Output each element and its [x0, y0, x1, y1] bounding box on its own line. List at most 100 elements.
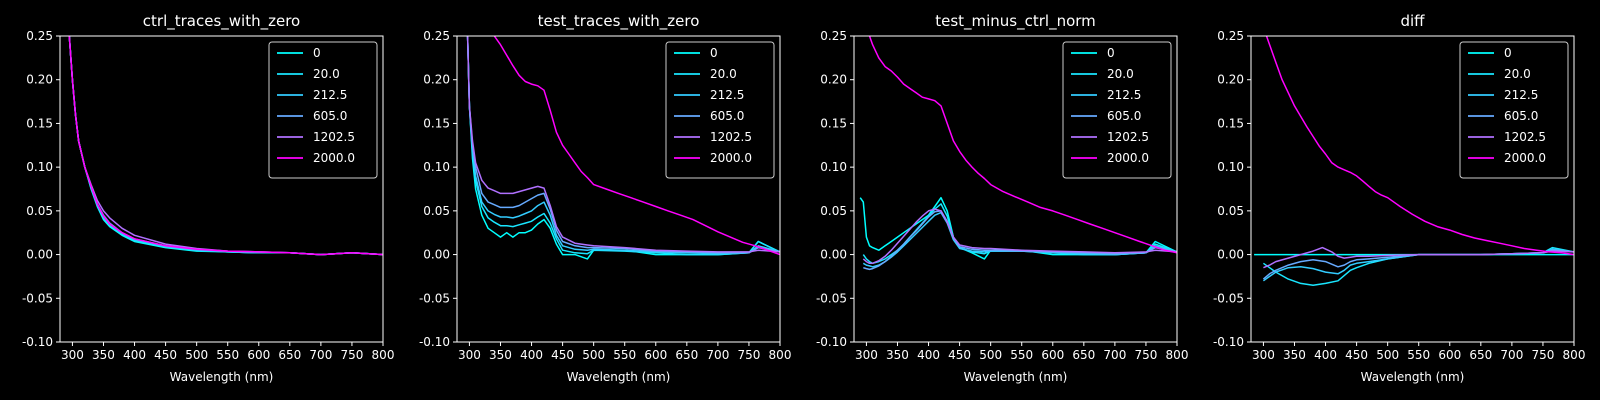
- legend: 0 20.0 212.5 605.0 1202.5 2000.0: [665, 41, 775, 179]
- y-tick-label: -0.10: [816, 335, 847, 349]
- series-line-2000-0: [68, 36, 383, 256]
- chart-panel: test_minus_ctrl_norm 300 350 400 450 500 550 60…: [816, 12, 1189, 384]
- legend-label: 0: [1504, 46, 1512, 60]
- y-tick-label: 0.15: [423, 116, 450, 130]
- x-tick-label: 750: [340, 348, 363, 362]
- x-tick-label: 400: [1314, 348, 1337, 362]
- legend-label: 0: [1107, 46, 1115, 60]
- legend-label: 605.0: [710, 109, 744, 123]
- series-line-1202-5: [862, 208, 1177, 265]
- y-tick-label: 0.25: [26, 29, 53, 43]
- x-tick-label: 450: [1345, 348, 1368, 362]
- series-line-1202-5: [466, 36, 780, 253]
- x-tick-label: 750: [1531, 348, 1554, 362]
- plot-frame: [456, 35, 781, 343]
- chart-title: ctrl_traces_with_zero: [143, 12, 300, 31]
- y-tick-label: -0.05: [22, 291, 53, 305]
- series-line-0: [859, 196, 1177, 260]
- x-tick-label: 300: [458, 348, 481, 362]
- series-group: [1254, 36, 1574, 286]
- chart-panel: ctrl_traces_with_zero 300 350 400 450 500 550 6…: [22, 12, 395, 384]
- x-axis-label: Wavelength (nm): [1361, 370, 1465, 384]
- series-line-2000-0: [868, 36, 1177, 254]
- series-line-212-5: [466, 36, 780, 255]
- x-tick-label: 750: [737, 348, 760, 362]
- y-tick-label: 0.00: [423, 248, 450, 262]
- y-tick-label: -0.05: [419, 291, 450, 305]
- x-tick-label: 300: [61, 348, 84, 362]
- x-tick-label: 550: [613, 348, 636, 362]
- plot-frame: [853, 35, 1178, 343]
- x-tick-label: 450: [948, 348, 971, 362]
- chart-panel: diff 300 350 400 450 500 550 600 650 700 750 800 -0.…: [1213, 12, 1586, 384]
- x-tick-label: 350: [886, 348, 909, 362]
- y-tick-label: 0.15: [26, 116, 53, 130]
- legend-label: 0: [710, 46, 718, 60]
- x-tick-label: 700: [1103, 348, 1126, 362]
- y-tick-label: 0.20: [423, 73, 450, 87]
- x-tick-label: 550: [1407, 348, 1430, 362]
- legend-label: 20.0: [313, 67, 340, 81]
- x-tick-label: 350: [92, 348, 115, 362]
- y-tick-label: -0.10: [1213, 335, 1244, 349]
- y-tick-label: -0.05: [816, 291, 847, 305]
- y-tick-label: 0.05: [423, 204, 450, 218]
- x-tick-label: 650: [675, 348, 698, 362]
- y-tick-label: 0.25: [820, 29, 847, 43]
- series-group: [859, 36, 1177, 271]
- legend-label: 605.0: [313, 109, 347, 123]
- x-tick-label: 700: [706, 348, 729, 362]
- x-tick-label: 400: [123, 348, 146, 362]
- x-tick-label: 600: [1438, 348, 1461, 362]
- legend-label: 2000.0: [710, 151, 752, 165]
- legend-label: 20.0: [710, 67, 737, 81]
- legend-label: 212.5: [1107, 88, 1141, 102]
- y-tick-label: 0.10: [1217, 160, 1244, 174]
- y-tick-label: 0.15: [820, 116, 847, 130]
- legend: 0 20.0 212.5 605.0 1202.5 2000.0: [1459, 41, 1569, 179]
- y-tick-label: 0.00: [820, 248, 847, 262]
- series-line-605-0: [863, 210, 1177, 271]
- x-tick-label: 600: [644, 348, 667, 362]
- x-axis-label: Wavelength (nm): [964, 370, 1068, 384]
- x-tick-label: 800: [1166, 348, 1189, 362]
- x-tick-label: 300: [855, 348, 878, 362]
- legend-label: 605.0: [1107, 109, 1141, 123]
- x-tick-label: 600: [1041, 348, 1064, 362]
- y-tick-label: 0.20: [820, 73, 847, 87]
- y-tick-label: 0.00: [26, 248, 53, 262]
- y-tick-label: 0.10: [26, 160, 53, 174]
- x-tick-label: 650: [1072, 348, 1095, 362]
- x-tick-label: 600: [247, 348, 270, 362]
- y-tick-label: 0.25: [423, 29, 450, 43]
- x-tick-label: 700: [309, 348, 332, 362]
- legend-label: 0: [313, 46, 321, 60]
- x-tick-label: 350: [1283, 348, 1306, 362]
- series-line-2000-0: [1265, 36, 1574, 256]
- legend-box: [268, 41, 378, 179]
- y-tick-label: 0.00: [1217, 248, 1244, 262]
- x-tick-label: 650: [278, 348, 301, 362]
- y-tick-label: -0.05: [1213, 291, 1244, 305]
- plot-frame: [1250, 35, 1575, 343]
- x-tick-label: 750: [1134, 348, 1157, 362]
- plot-frame: [59, 35, 384, 343]
- legend-box: [1062, 41, 1172, 179]
- series-line-1202-5: [1263, 246, 1574, 269]
- legend-label: 20.0: [1504, 67, 1531, 81]
- series-line-605-0: [466, 36, 780, 254]
- x-tick-label: 500: [582, 348, 605, 362]
- series-line-212-5: [862, 211, 1177, 268]
- y-tick-label: 0.25: [1217, 29, 1244, 43]
- y-tick-label: 0.15: [1217, 116, 1244, 130]
- x-tick-label: 400: [520, 348, 543, 362]
- chart-title: test_traces_with_zero: [538, 12, 700, 31]
- series-line-20-0: [466, 36, 780, 256]
- y-tick-label: -0.10: [419, 335, 450, 349]
- legend-label: 20.0: [1107, 67, 1134, 81]
- legend: 0 20.0 212.5 605.0 1202.5 2000.0: [1062, 41, 1172, 179]
- legend: 0 20.0 212.5 605.0 1202.5 2000.0: [268, 41, 378, 179]
- x-tick-label: 450: [154, 348, 177, 362]
- legend-label: 2000.0: [313, 151, 355, 165]
